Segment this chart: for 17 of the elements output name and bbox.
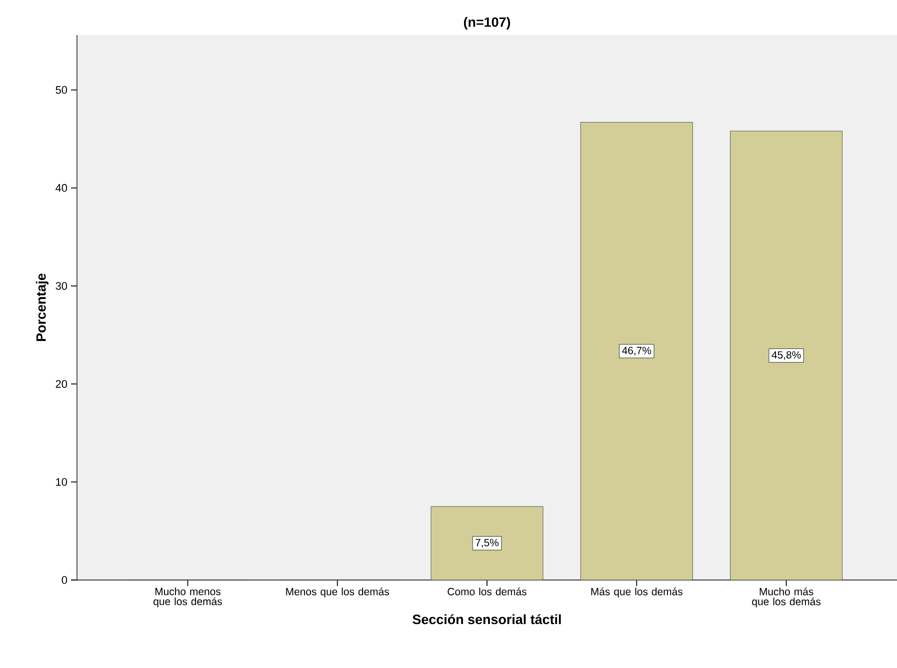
chart-title: (n=107) bbox=[464, 16, 510, 30]
x-tick-label: Menos que los demás bbox=[286, 588, 389, 598]
x-tick-label: Más que los demás bbox=[591, 588, 682, 598]
data-label: 45,8% bbox=[772, 351, 801, 360]
y-tick-label: 30 bbox=[56, 282, 68, 290]
y-tick-label: 10 bbox=[56, 478, 68, 486]
x-axis-title: Sección sensorial táctil bbox=[412, 614, 561, 624]
x-tick-label: Mucho menos que los demás bbox=[154, 588, 222, 608]
x-tick-label: Mucho más que los demás bbox=[752, 588, 820, 608]
y-tick-label: 20 bbox=[56, 380, 68, 388]
y-tick-label: 40 bbox=[56, 184, 68, 192]
data-label: 46,7% bbox=[622, 346, 652, 356]
data-label: 7,5% bbox=[476, 538, 499, 548]
x-tick-label: Como los demás bbox=[448, 588, 526, 596]
y-axis-title: Porcentaje bbox=[36, 274, 48, 341]
y-tick-label: 50 bbox=[56, 86, 68, 94]
y-tick-label: 0 bbox=[62, 576, 68, 584]
